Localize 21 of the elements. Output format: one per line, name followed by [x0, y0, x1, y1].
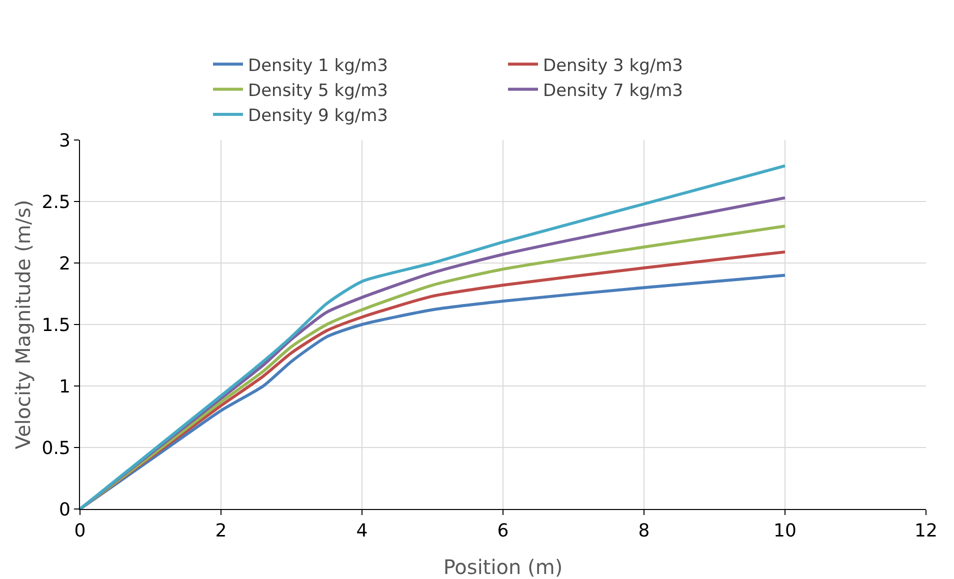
x-axis-title: Position (m) [443, 555, 563, 579]
x-tick-label: 6 [497, 520, 509, 542]
legend-label: Density 3 kg/m3 [543, 56, 683, 76]
x-tick-label: 8 [638, 520, 650, 542]
y-tick-label: 2.5 [42, 192, 70, 213]
x-tick-label: 10 [774, 520, 796, 542]
x-tick-label: 2 [215, 520, 227, 542]
y-tick-label: 1.5 [42, 314, 70, 336]
x-tick-label: 12 [914, 520, 938, 542]
legend-label: Density 9 kg/m3 [248, 106, 388, 126]
y-axis-title: Velocity Magnitude (m/s) [11, 200, 35, 450]
y-tick-label: 1 [58, 376, 70, 398]
y-tick-label: 0 [58, 499, 70, 520]
legend-label: Density 5 kg/m3 [248, 80, 388, 101]
x-tick-label: 0 [74, 520, 86, 542]
y-tick-label: 2 [58, 253, 70, 274]
legend-label: Density 1 kg/m3 [248, 56, 388, 76]
y-tick-label: 3 [58, 130, 70, 152]
legend-label: Density 7 kg/m3 [543, 80, 683, 101]
y-tick-label: 0.5 [42, 438, 70, 459]
x-tick-label: 4 [356, 520, 368, 542]
